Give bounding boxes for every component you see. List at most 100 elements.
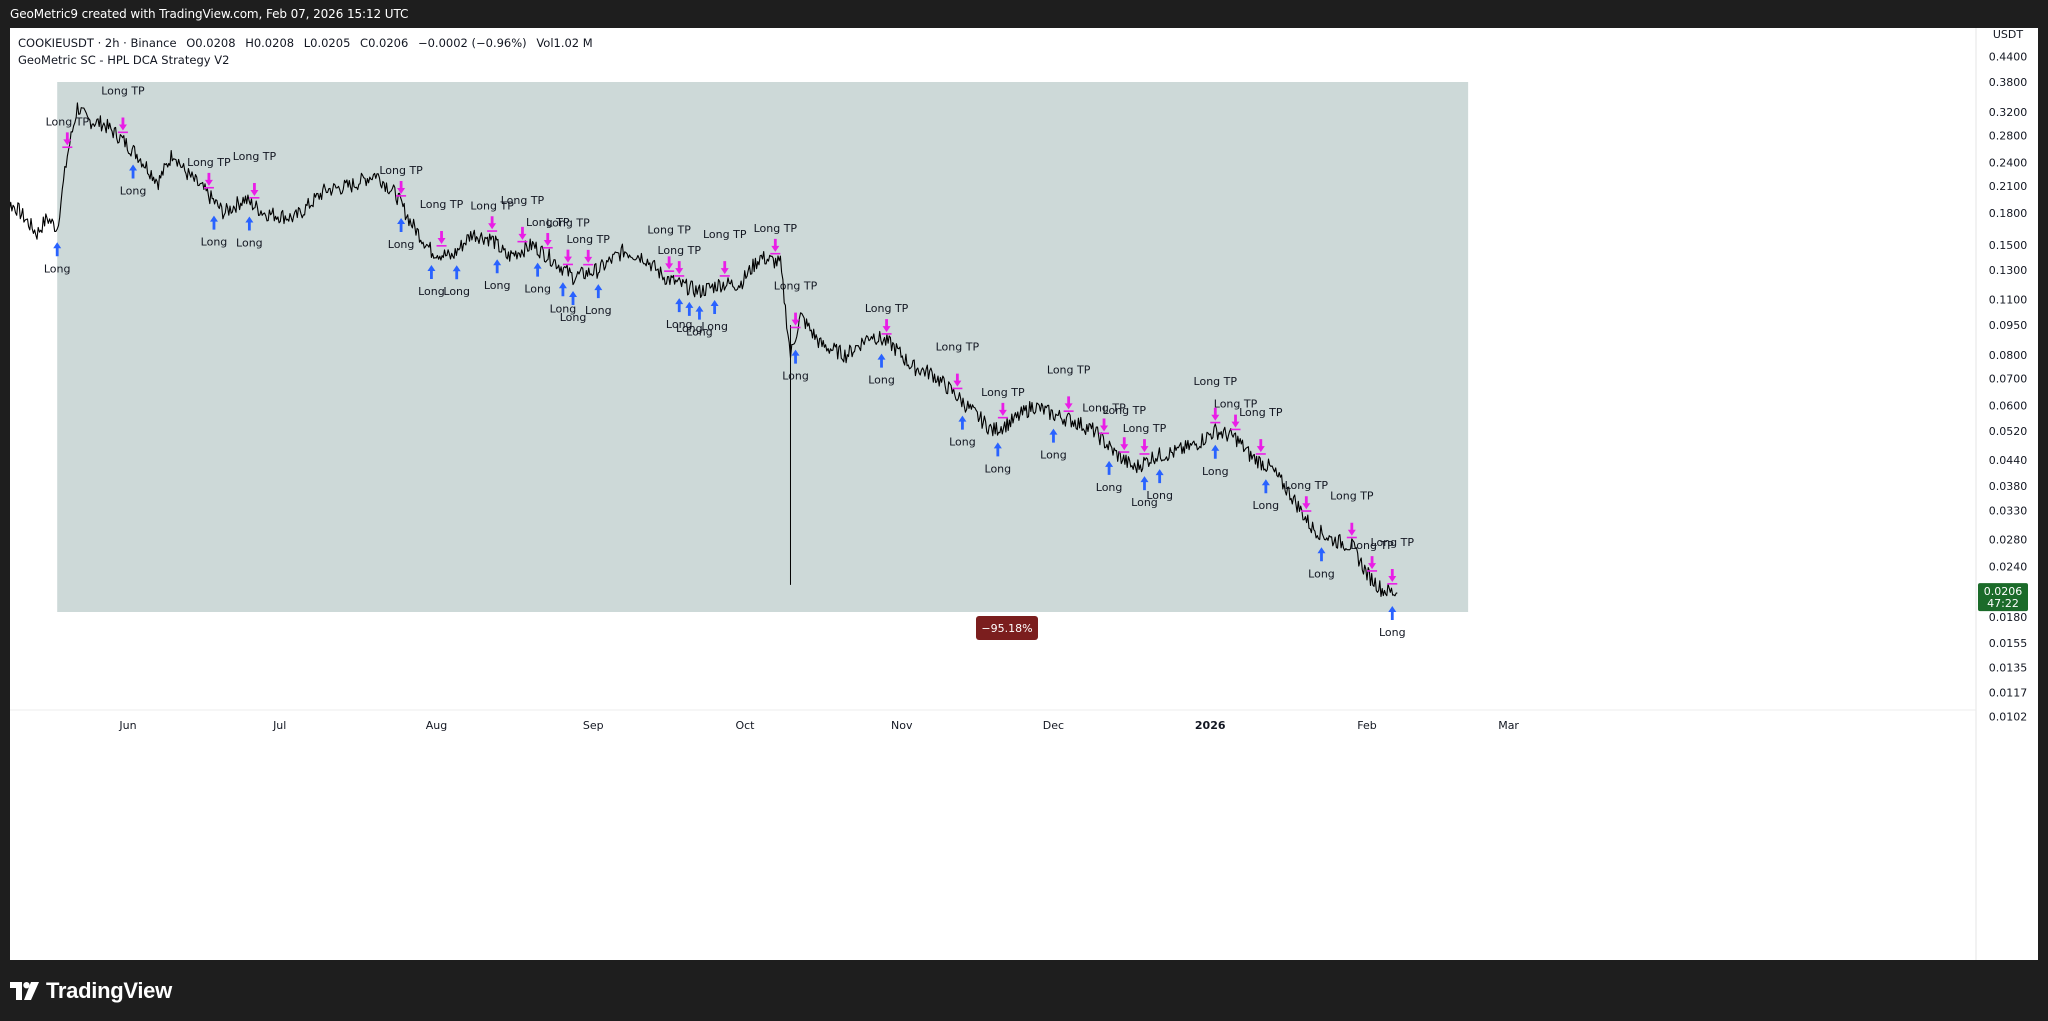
tp-arrow-icon [1064, 396, 1073, 410]
y-tick-label: 0.1800 [1989, 207, 2028, 220]
tp-bar [1230, 428, 1241, 431]
tp-bar [1346, 536, 1357, 539]
tradingview-logo-icon [10, 982, 39, 1000]
y-tick-label: 0.0700 [1989, 373, 2028, 386]
x-tick-label: Nov [891, 719, 913, 732]
long-label: Long [388, 238, 415, 251]
long-arrow-icon [1317, 547, 1326, 562]
tp-bar [562, 263, 573, 266]
y-tick-label: 0.2400 [1989, 157, 2028, 170]
long-arrow-icon [1155, 469, 1164, 484]
long-arrow-icon [427, 264, 436, 279]
tp-bar [517, 240, 528, 243]
long-tp-label: Long TP [187, 156, 231, 169]
long-arrow-icon [209, 215, 218, 230]
long-tp-label: Long TP [1371, 536, 1415, 549]
y-tick-label: 0.0380 [1989, 480, 2028, 493]
long-label: Long [585, 304, 612, 317]
tp-arrow-icon [543, 232, 552, 246]
long-arrow-icon [594, 284, 603, 299]
y-tick-label: 0.0440 [1989, 454, 2028, 467]
long-tp-label: Long TP [754, 222, 798, 235]
tp-arrow-icon [584, 249, 593, 263]
y-tick-label: 0.1500 [1989, 239, 2028, 252]
tp-bar [203, 186, 214, 189]
y-tick-label: 0.0135 [1989, 661, 2028, 674]
chart-frame[interactable]: Long Long Long Long Long Long Long Long Long Long… [0, 28, 2038, 960]
symbol-info[interactable]: COOKIEUSDT · 2h · Binance [18, 36, 177, 50]
y-tick-label: 0.3200 [1989, 106, 2028, 119]
y-tick-label: 0.0280 [1989, 533, 2028, 546]
y-tick-label: 0.0950 [1989, 319, 2028, 332]
long-label: Long [560, 311, 587, 324]
long-label: Long [1096, 481, 1123, 494]
tp-bar [664, 270, 675, 272]
y-tick-label: 0.4400 [1989, 50, 2028, 63]
tp-bar [674, 275, 685, 277]
y-tick-label: 0.0800 [1989, 349, 2028, 362]
long-arrow-icon [877, 353, 886, 368]
long-arrow-icon [958, 415, 967, 430]
long-arrow-icon [533, 262, 542, 277]
tp-arrow-icon [1388, 569, 1397, 583]
tp-arrow-icon [675, 261, 684, 275]
tp-bar [1210, 421, 1221, 424]
tp-arrow-icon [1302, 496, 1311, 510]
tp-arrow-icon [1347, 522, 1356, 536]
x-tick-label: Jul [272, 719, 286, 732]
tp-arrow-icon [204, 172, 213, 186]
long-label: Long [1253, 499, 1280, 512]
tp-arrow-icon [397, 181, 406, 195]
low-value: L0.0205 [303, 36, 351, 50]
long-label: Long [44, 262, 71, 275]
long-tp-label: Long TP [774, 280, 818, 293]
long-arrow-icon [452, 265, 461, 280]
long-tp-label: Long TP [1123, 422, 1167, 435]
symbol-row: COOKIEUSDT · 2h · Binance O0.0208 H0.020… [18, 35, 599, 52]
tp-arrow-icon [720, 261, 729, 275]
long-label: Long [236, 237, 263, 250]
long-label: Long [949, 436, 976, 449]
long-label: Long [666, 318, 693, 331]
change-value: −0.0002 (−0.96%) [417, 36, 527, 50]
long-label: Long [201, 236, 228, 249]
long-arrow-icon [993, 442, 1002, 457]
open-value: O0.0208 [186, 36, 236, 50]
x-tick-label: Sep [583, 719, 604, 732]
y-tick-label: 0.0240 [1989, 560, 2028, 573]
long-label: Long [1202, 465, 1229, 478]
axis-currency-label: USDT [1993, 28, 2024, 41]
tp-arrow-icon [518, 226, 527, 240]
attribution-bar: GeoMetric9 created with TradingView.com,… [0, 0, 2048, 28]
indicator-name[interactable]: GeoMetric SC - HPL DCA Strategy V2 [18, 53, 230, 67]
tp-bar [436, 245, 447, 247]
volume-value: Vol1.02 M [536, 36, 593, 50]
x-tick-label: Feb [1357, 719, 1376, 732]
long-label: Long [550, 302, 577, 315]
tradingview-logo[interactable]: TradingView [10, 977, 172, 1005]
indicator-row: GeoMetric SC - HPL DCA Strategy V2 [18, 52, 599, 69]
bar-countdown: 47:22 [1987, 597, 2019, 610]
y-tick-label: 0.0155 [1989, 637, 2028, 650]
long-arrow-icon [569, 290, 578, 305]
x-tick-label: Aug [426, 719, 447, 732]
tp-bar [396, 195, 407, 197]
y-tick-label: 0.1300 [1989, 264, 2028, 277]
tp-arrow-icon [1100, 418, 1109, 432]
y-tick-label: 0.3800 [1989, 76, 2028, 89]
long-tp-label: Long TP [1285, 479, 1329, 492]
y-tick-label: 0.0180 [1989, 611, 2028, 624]
long-tp-label: Long TP [647, 223, 691, 236]
tp-arrow-icon [250, 183, 259, 197]
tp-bar [881, 333, 892, 335]
current-price-badge [1978, 583, 2028, 612]
long-tp-label: Long TP [501, 194, 545, 207]
tp-bar [997, 416, 1008, 419]
tp-bar [487, 230, 498, 232]
tp-arrow-icon [1256, 439, 1265, 453]
tp-arrow-icon [437, 231, 446, 245]
x-tick-label: Jun [118, 719, 136, 732]
tp-bar [249, 197, 260, 199]
tp-bar [542, 246, 553, 249]
